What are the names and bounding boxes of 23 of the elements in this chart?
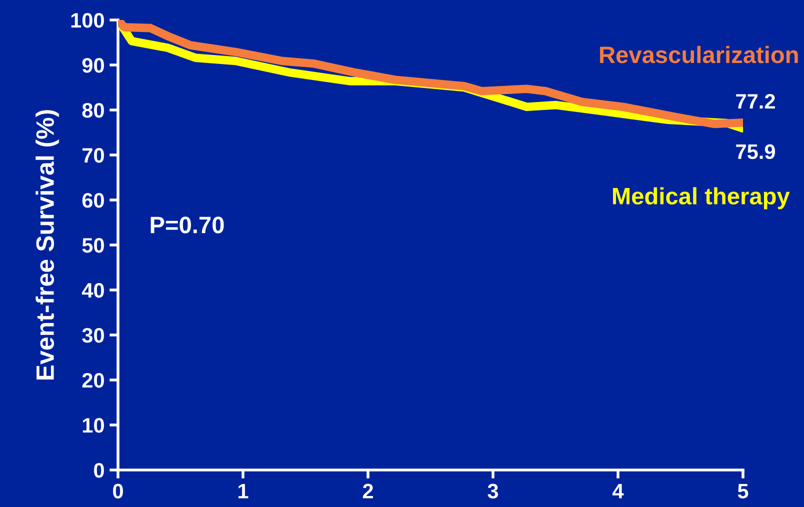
annotation: 75.9 [736,144,776,160]
x-tick-label: 4 [612,484,624,498]
y-tick-label: 100 [71,13,104,28]
y-tick-label: 40 [82,283,104,298]
y-tick-label: 50 [82,238,104,253]
y-tick-label: 30 [82,328,104,343]
x-tick-label: 3 [488,484,498,499]
x-tick-label: 2 [362,484,373,498]
y-tick-label: 80 [82,103,104,118]
text: Medical therapy [613,187,790,210]
annotation: 77.2 [736,94,775,109]
y-tick-label: 20 [82,373,104,388]
y-tick-label: 0 [94,463,104,478]
x-tick-label: 5 [738,484,748,498]
y-axis-title: Event-free Survival (%) [36,110,59,380]
y-tick-label: 90 [82,58,104,73]
x-tick-label: 1 [238,484,248,498]
y-tick-label: 10 [82,418,104,433]
annotation: P=0.70 [150,216,224,234]
y-tick-label: 60 [82,193,104,208]
x-tick-label: 0 [113,484,123,498]
series-label: Revascularization [600,46,798,64]
y-tick-label: 70 [82,148,104,163]
